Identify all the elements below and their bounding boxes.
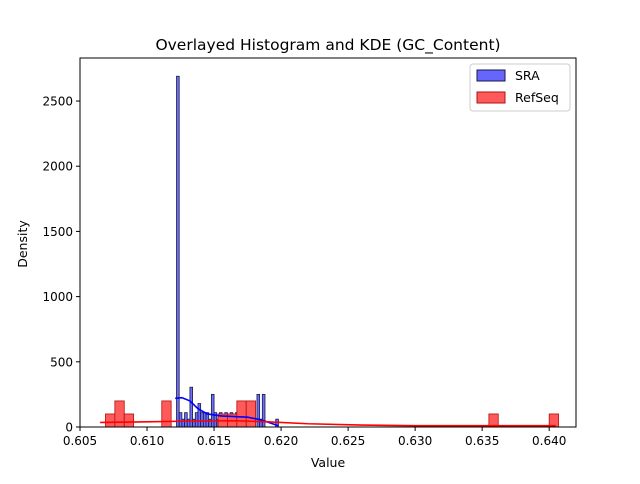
y-axis-label: Density: [15, 220, 30, 268]
x-tick-label: 0.610: [130, 434, 164, 448]
kde-line-refseq: [100, 419, 556, 427]
x-axis-label: Value: [311, 455, 346, 470]
legend-swatch-refseq: [476, 91, 506, 104]
y-tick-label: 2500: [42, 95, 73, 109]
histogram-bar-sra: [184, 412, 188, 428]
plot-area: 0.605 0.610 0.615 0.620 0.625 0.630 0.635 0.640…: [42, 57, 577, 448]
histogram-bar-refseq: [105, 413, 116, 428]
histogram-bar-sra: [200, 412, 204, 428]
histogram-bar-refseq: [161, 400, 172, 428]
y-tick-label: 2000: [42, 160, 73, 174]
y-tick-label: 1000: [42, 290, 73, 304]
chart-title: Overlayed Histogram and KDE (GC_Content): [155, 36, 500, 55]
y-tick-label: 500: [50, 355, 73, 369]
legend: SRA RefSeq: [469, 63, 571, 112]
x-tick-label: 0.605: [63, 434, 97, 448]
legend-label-refseq: RefSeq: [515, 90, 559, 105]
histogram-bar-sra: [210, 394, 215, 428]
legend-label-sra: SRA: [515, 68, 540, 83]
histogram-bar-sra: [178, 412, 183, 428]
x-tick-label: 0.620: [264, 434, 298, 448]
histogram-bar-sra: [181, 418, 185, 428]
histogram-bar-sra: [176, 75, 180, 428]
histogram-bar-sra: [202, 412, 207, 428]
y-tick-label: 0: [65, 421, 73, 435]
histogram-bar-sra: [194, 412, 199, 428]
x-tick-label: 0.635: [465, 434, 499, 448]
histogram-bar-refseq: [123, 413, 135, 428]
x-tick-label: 0.625: [331, 434, 365, 448]
histogram-bar-refseq: [236, 400, 247, 428]
histogram-bar-sra: [197, 403, 202, 428]
legend-swatch-sra: [476, 69, 506, 82]
x-tick-label: 0.640: [532, 434, 566, 448]
histogram-bar-refseq: [245, 400, 257, 428]
y-tick-label: 1500: [42, 225, 73, 239]
histogram-bar-refseq: [114, 400, 125, 428]
x-tick-label: 0.615: [197, 434, 231, 448]
plot-frame: [79, 57, 577, 428]
x-tick-label: 0.630: [398, 434, 432, 448]
